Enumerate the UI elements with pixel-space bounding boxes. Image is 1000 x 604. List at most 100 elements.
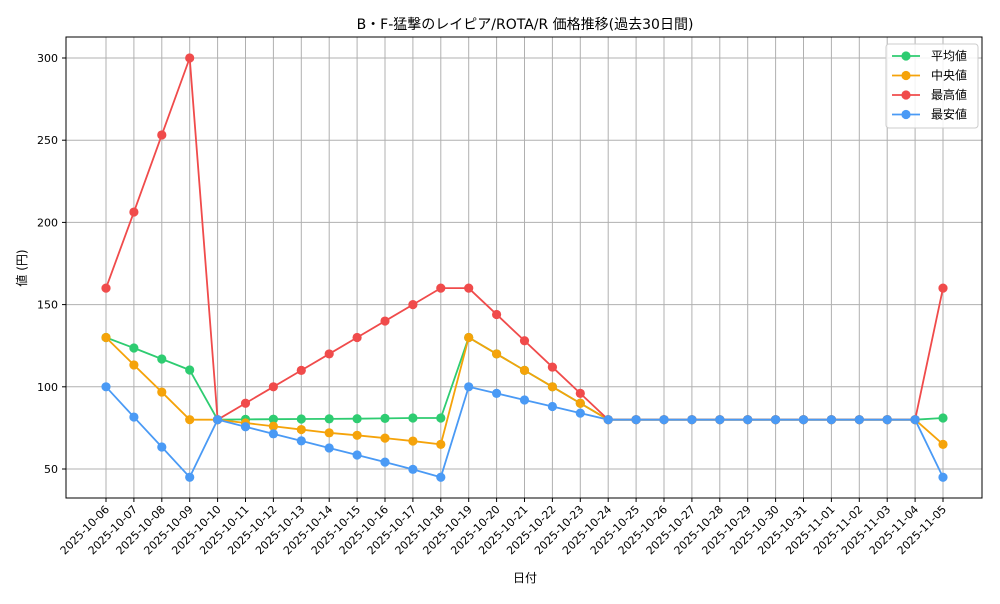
data-point xyxy=(157,387,167,397)
data-point xyxy=(324,428,334,438)
data-point xyxy=(715,415,725,425)
legend-label: 最高値 xyxy=(931,87,967,102)
data-point xyxy=(296,424,306,435)
data-point xyxy=(101,382,111,392)
data-point xyxy=(492,388,502,398)
data-point xyxy=(157,354,167,364)
data-point xyxy=(101,332,111,343)
data-point xyxy=(519,395,530,405)
data-point xyxy=(436,283,446,293)
data-point xyxy=(408,464,418,474)
legend-label: 最安値 xyxy=(931,107,967,122)
data-point xyxy=(938,283,948,293)
data-point xyxy=(380,413,390,423)
legend-item: 最高値 xyxy=(892,87,967,102)
y-axis: 50 100 150 200 250 300 xyxy=(37,52,66,476)
legend-label: 中央値 xyxy=(931,68,967,83)
legend-item: 最安値 xyxy=(892,107,967,122)
data-point xyxy=(575,398,585,408)
data-point xyxy=(324,414,334,424)
data-point xyxy=(129,360,139,370)
data-point xyxy=(101,283,111,293)
data-point xyxy=(352,430,362,440)
legend-marker-icon xyxy=(901,109,911,120)
data-point xyxy=(296,365,306,375)
data-point xyxy=(603,415,613,425)
y-tick-label: 250 xyxy=(37,134,58,147)
legend-marker-icon xyxy=(901,51,911,61)
legend-item: 平均値 xyxy=(892,48,967,63)
data-point xyxy=(436,472,446,482)
data-point xyxy=(296,436,306,446)
data-point xyxy=(631,415,641,425)
data-point xyxy=(324,349,334,359)
data-point xyxy=(268,414,278,424)
y-tick-label: 200 xyxy=(37,216,58,229)
data-point xyxy=(519,336,530,346)
data-point xyxy=(826,415,837,425)
data-point xyxy=(938,472,948,482)
y-tick-label: 300 xyxy=(37,52,58,65)
data-point xyxy=(408,413,418,423)
data-point xyxy=(268,429,278,439)
series-layer xyxy=(101,53,948,482)
data-point xyxy=(129,412,139,422)
x-axis-label: 日付 xyxy=(513,571,537,585)
data-point xyxy=(575,408,585,418)
data-point xyxy=(352,414,362,424)
grid-lines xyxy=(66,37,982,498)
data-point xyxy=(129,207,139,217)
chart-title: B・F-猛撃のレイピア/ROTA/R 価格推移(過去30日間) xyxy=(357,17,694,33)
data-point xyxy=(324,443,334,453)
data-point xyxy=(380,433,390,443)
data-point xyxy=(575,388,585,398)
data-point xyxy=(464,382,474,392)
y-tick-label: 50 xyxy=(44,463,58,476)
data-point xyxy=(240,398,251,408)
data-point xyxy=(352,332,362,343)
data-point xyxy=(296,414,306,424)
data-point xyxy=(938,413,948,423)
data-point xyxy=(854,415,864,425)
data-point xyxy=(743,415,753,425)
x-axis: 2025-10-062025-10-072025-10-082025-10-09… xyxy=(58,498,949,557)
series-最安値 xyxy=(101,382,948,482)
data-point xyxy=(464,332,474,343)
data-point xyxy=(408,436,418,446)
legend-marker-icon xyxy=(901,70,911,81)
data-point xyxy=(882,415,892,425)
data-point xyxy=(185,53,195,63)
data-point xyxy=(213,415,223,425)
legend-box xyxy=(885,43,979,129)
data-point xyxy=(268,382,278,392)
legend-marker-icon xyxy=(901,90,911,100)
data-point xyxy=(687,415,697,425)
y-tick-label: 150 xyxy=(37,299,58,312)
data-point xyxy=(519,365,530,375)
data-point xyxy=(129,343,139,353)
data-point xyxy=(157,442,167,452)
data-point xyxy=(798,415,809,425)
data-point xyxy=(380,457,390,467)
data-point xyxy=(380,316,390,326)
data-point xyxy=(659,415,669,425)
data-point xyxy=(240,422,251,432)
y-axis-label: 値 (円) xyxy=(14,249,29,286)
data-point xyxy=(185,365,195,375)
data-point xyxy=(492,309,502,320)
y-tick-label: 100 xyxy=(37,381,58,394)
data-point xyxy=(464,283,474,293)
data-point xyxy=(547,362,558,372)
data-point xyxy=(185,472,195,482)
data-point xyxy=(436,413,446,423)
data-point xyxy=(436,439,446,449)
data-point xyxy=(157,130,167,140)
data-point xyxy=(352,450,362,460)
data-point xyxy=(547,401,558,412)
data-point xyxy=(185,415,195,425)
legend-item: 中央値 xyxy=(892,68,967,83)
legend-label: 平均値 xyxy=(931,48,967,63)
